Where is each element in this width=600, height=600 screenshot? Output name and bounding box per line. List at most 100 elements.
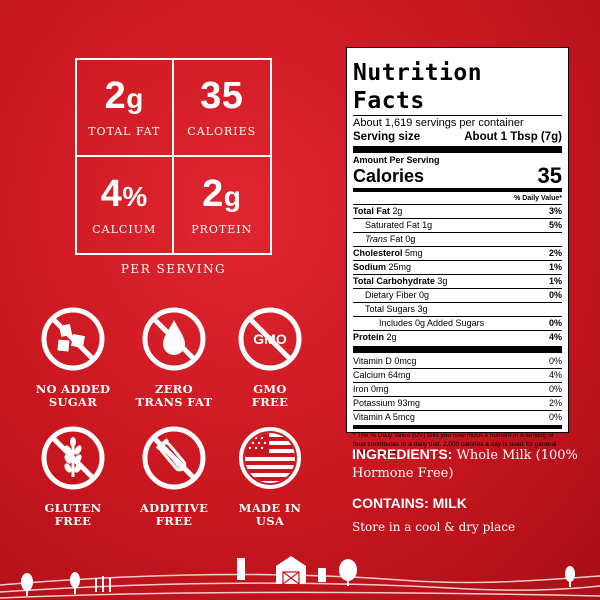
nutrient-amount: 0g: [419, 290, 430, 300]
badge-label: GLUTEN FREE: [44, 501, 102, 528]
contains-label: CONTAINS: MILK: [352, 495, 467, 511]
divider-thick: [353, 346, 562, 353]
nutrient-amount: 3g: [417, 304, 428, 314]
badge-made-in-usa: MADE IN USA: [230, 425, 310, 528]
badge-gmo-free: GMO GMO FREE: [230, 306, 310, 409]
per-serving-caption: PER SERVING: [120, 262, 227, 276]
stat-label: TOTAL FAT: [88, 125, 161, 139]
nutrient-amount: 2g: [386, 332, 397, 342]
vitamin-row: Potassium 93mg 2%: [353, 396, 562, 410]
nutrient-amount: Fat 0g: [389, 234, 416, 244]
stat-unit: g: [126, 83, 144, 115]
nutrient-row: Total Fat 2g 3%: [353, 204, 562, 218]
badge-additive-free: ADDITIVE FREE: [134, 425, 214, 528]
nutrient-label: Trans: [365, 234, 388, 244]
nutrient-label: Total Sugars: [365, 304, 416, 314]
stat-value: 2: [104, 75, 127, 118]
nutrient-amount: 2g: [392, 206, 403, 216]
badge-no-added-sugar: NO ADDED SUGAR: [33, 306, 113, 409]
stat-value: 4: [100, 172, 123, 215]
nutrient-dv: 1%: [548, 276, 562, 286]
nutrient-row: Total Sugars 3g: [353, 302, 562, 316]
vitamin-row: Calcium 64mg 4%: [353, 368, 562, 382]
ingredients-text: Whole Milk (100% Hormone Free): [352, 448, 578, 481]
serving-size-label: Serving size: [353, 131, 421, 143]
calories-row: Calories 35: [353, 165, 562, 187]
stat-unit: %: [122, 180, 148, 212]
vitamin-dv: 2%: [548, 398, 562, 408]
serving-size-value: About 1 Tbsp (7g): [464, 131, 562, 143]
vitamin-row: Vitamin A 5mcg 0%: [353, 410, 562, 424]
nutrient-label: Dietary Fiber: [365, 290, 417, 300]
divider: [353, 115, 562, 116]
nutrient-label: Total Carbohydrate: [353, 276, 435, 286]
vitamin-label: Iron 0mg: [353, 384, 389, 394]
nutrient-row: Protein 2g 4%: [353, 330, 562, 344]
farm-landscape-illustration: [0, 556, 600, 599]
divider-medium: [353, 425, 562, 429]
nutrient-row: Saturated Fat 1g 5%: [353, 218, 562, 232]
badge-label: GMO FREE: [251, 382, 289, 409]
allergen-contains: CONTAINS: MILK: [352, 493, 467, 512]
no-trans-fat-icon: [142, 307, 206, 371]
nutrition-stats-grid: 2g TOTAL FAT 35 CALORIES 4% CALCIUM 2g P…: [75, 58, 272, 255]
vitamin-dv: 4%: [548, 370, 562, 380]
divider-thick: [353, 146, 562, 153]
nutrient-dv: 5%: [548, 220, 562, 230]
stat-label: CALCIUM: [92, 222, 157, 236]
stat-unit: g: [223, 180, 242, 212]
storage-instructions: Store in a cool & dry place: [352, 520, 516, 534]
vitamin-row: Iron 0mg 0%: [353, 382, 562, 396]
no-gluten-icon: [41, 426, 105, 490]
daily-value-footnote: * The % Daily Value (DV) tells you how m…: [353, 432, 557, 456]
nutrient-label: Cholesterol: [353, 248, 403, 258]
vitamin-row: Vitamin D 0mcg 0%: [353, 355, 562, 368]
stat-label: PROTEIN: [191, 222, 253, 236]
vitamin-label: Potassium 93mg: [353, 398, 421, 408]
nutrient-row: Includes 0g Added Sugars 0%: [353, 316, 562, 330]
stat-total-fat: 2g TOTAL FAT: [77, 60, 174, 157]
nutrient-dv: 3%: [548, 206, 562, 216]
nutrient-amount: 25mg: [388, 262, 412, 272]
serving-size: Serving size About 1 Tbsp (7g): [353, 130, 562, 144]
badge-zero-trans-fat: ZERO TRANS FAT: [134, 306, 214, 409]
nutrient-row: Total Carbohydrate 3g 1%: [353, 274, 562, 288]
nutrient-row: Sodium 25mg 1%: [353, 260, 562, 274]
vitamin-label: Vitamin A 5mcg: [353, 412, 415, 422]
nutrient-label: Includes 0g Added Sugars: [379, 318, 485, 328]
nutrient-dv: 0%: [548, 290, 562, 300]
stat-calcium: 4% CALCIUM: [77, 156, 174, 253]
stat-calories: 35 CALORIES: [173, 60, 270, 157]
ingredients: INGREDIENTS: Whole Milk (100% Hormone Fr…: [352, 445, 582, 483]
nutrient-amount: 5mg: [405, 248, 423, 258]
divider-medium: [353, 188, 562, 192]
amount-per-serving: Amount Per Serving: [353, 155, 440, 165]
nutrient-label: Protein: [353, 332, 385, 342]
no-gmo-icon: GMO: [238, 307, 302, 371]
stat-value: 2: [202, 172, 224, 215]
badge-label: MADE IN USA: [238, 501, 302, 528]
usa-flag-icon: [239, 427, 301, 489]
nutrient-amount: 1g: [422, 220, 433, 230]
stat-value: 35: [200, 75, 244, 118]
vitamin-dv: 0%: [548, 356, 562, 366]
stat-label: CALORIES: [187, 125, 257, 139]
nutrient-label: Saturated Fat: [365, 220, 420, 230]
nutrient-label: Total Fat: [353, 206, 390, 216]
nutrient-row: Dietary Fiber 0g 0%: [353, 288, 562, 302]
no-additive-icon: [142, 426, 206, 490]
nutrition-facts-label: Nutrition Facts About 1,619 servings per…: [346, 47, 569, 456]
vitamin-label: Vitamin D 0mcg: [353, 356, 417, 366]
vitamin-label: Calcium 64mg: [353, 370, 411, 380]
badge-label: NO ADDED SUGAR: [35, 382, 111, 409]
nutrient-dv: 0%: [548, 318, 562, 328]
calories-label: Calories: [353, 166, 425, 186]
calories-value: 35: [537, 163, 562, 188]
nutrient-dv: 2%: [548, 248, 562, 258]
nutrient-dv: 1%: [548, 262, 562, 272]
nutrient-amount: 3g: [437, 276, 448, 286]
nutrition-facts-title: Nutrition Facts: [353, 60, 483, 114]
vitamin-dv: 0%: [548, 412, 562, 422]
ingredients-label: INGREDIENTS:: [352, 446, 453, 462]
nutrient-row: Cholesterol 5mg 2%: [353, 246, 562, 260]
